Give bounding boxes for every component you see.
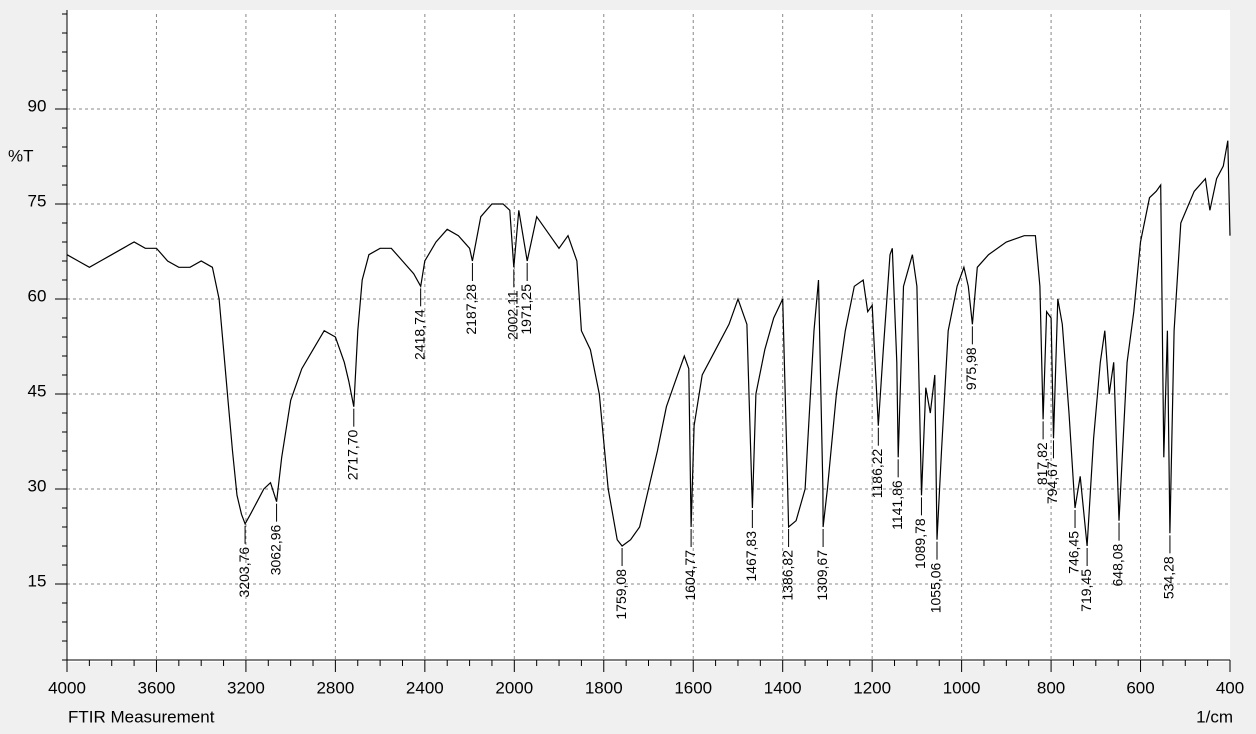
x-axis-label: FTIR Measurement <box>68 707 215 726</box>
peak-label: 648,08 <box>1110 543 1126 586</box>
y-tick-label: 45 <box>28 381 47 400</box>
peak-label: 2418,74 <box>411 309 427 360</box>
peak-label: 3062,96 <box>267 524 283 575</box>
x-tick-label: 800 <box>1037 678 1065 697</box>
x-tick-label: 1400 <box>764 678 802 697</box>
x-tick-label: 3200 <box>227 678 265 697</box>
peak-label: 1759,08 <box>613 569 629 620</box>
y-tick-label: 15 <box>28 571 47 590</box>
x-tick-label: 2800 <box>316 678 354 697</box>
peak-label: 794,67 <box>1044 461 1060 504</box>
peak-label: 1141,86 <box>889 480 905 530</box>
x-tick-label: 1800 <box>585 678 623 697</box>
plot-area <box>67 10 1230 662</box>
x-tick-label: 1600 <box>674 678 712 697</box>
peak-label: 817,82 <box>1034 442 1050 485</box>
x-tick-label: 600 <box>1126 678 1154 697</box>
x-tick-label: 1000 <box>943 678 981 697</box>
peak-label: 1089,78 <box>912 518 928 569</box>
peak-label: 975,98 <box>963 347 979 390</box>
peak-label: 1971,25 <box>518 284 534 335</box>
y-tick-label: 30 <box>28 476 47 495</box>
peak-label: 1055,06 <box>928 562 944 613</box>
peak-label: 719,45 <box>1078 569 1094 612</box>
peak-label: 1309,67 <box>814 550 830 601</box>
x-tick-label: 2400 <box>406 678 444 697</box>
peak-label: 1604,77 <box>682 550 698 601</box>
y-axis-label: %T <box>8 146 34 165</box>
peak-label: 1467,83 <box>743 531 759 582</box>
peak-label: 1186,22 <box>869 448 885 498</box>
peak-label: 534,28 <box>1161 556 1177 599</box>
x-axis-unit: 1/cm <box>1196 707 1233 726</box>
x-tick-label: 400 <box>1216 678 1244 697</box>
y-tick-label: 60 <box>28 286 47 305</box>
peak-label: 2187,28 <box>463 284 479 335</box>
y-tick-label: 75 <box>28 191 47 210</box>
peak-label: 1386,82 <box>779 550 795 601</box>
spectrum-line <box>66 140 1231 547</box>
peak-label: 2717,70 <box>344 429 360 480</box>
peak-label: 3203,76 <box>236 547 252 598</box>
x-tick-label: 4000 <box>48 678 86 697</box>
x-tick-label: 3600 <box>138 678 176 697</box>
peak-label: 2002,11 <box>505 290 521 340</box>
x-tick-label: 1200 <box>853 678 891 697</box>
peak-label: 746,45 <box>1066 531 1082 574</box>
y-tick-label: 90 <box>28 96 47 115</box>
x-tick-label: 2000 <box>495 678 533 697</box>
